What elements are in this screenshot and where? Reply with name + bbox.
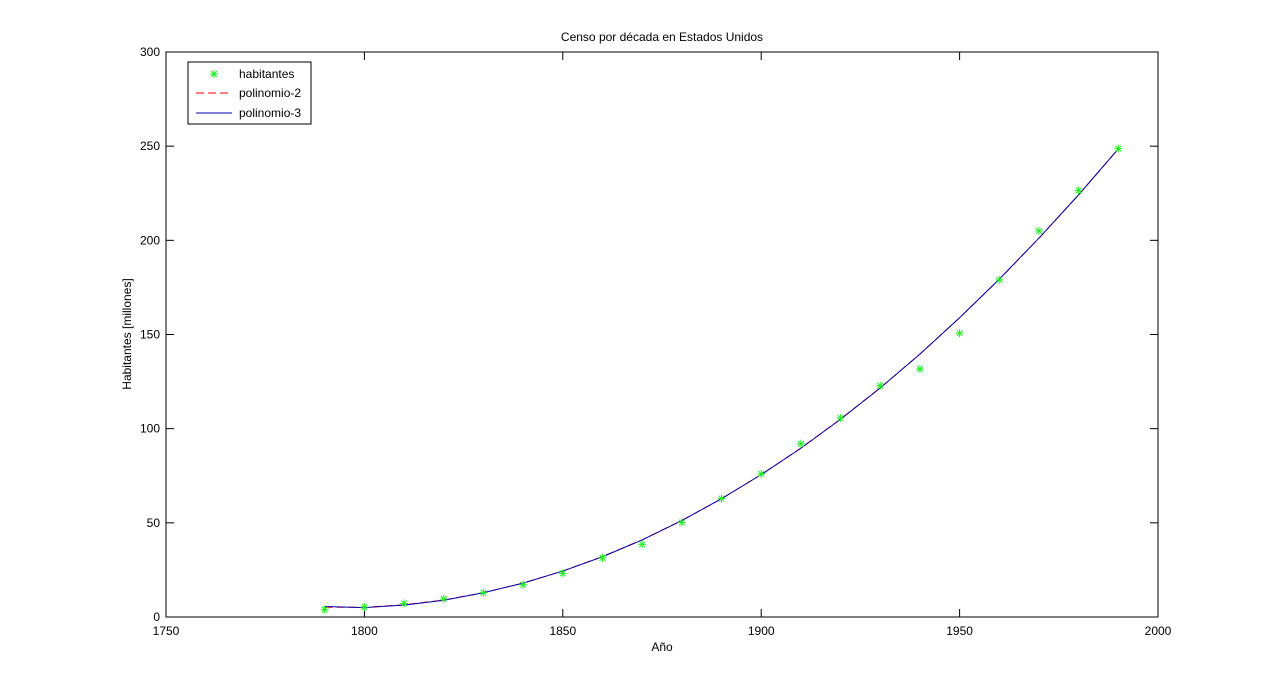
data-point-habitantes <box>876 381 885 390</box>
x-tick-label: 1850 <box>549 624 576 638</box>
y-tick-label: 200 <box>140 233 160 247</box>
x-axis-label: Año <box>651 640 673 654</box>
data-point-habitantes <box>519 580 528 589</box>
legend-marker-habitantes <box>210 70 218 78</box>
data-point-habitantes <box>400 599 409 608</box>
y-axis-label: Habitantes [millones] <box>120 278 134 389</box>
data-point-habitantes <box>1114 144 1123 153</box>
data-point-habitantes <box>677 518 686 527</box>
data-point-habitantes <box>717 494 726 503</box>
data-point-habitantes <box>955 329 964 338</box>
data-point-habitantes <box>836 413 845 422</box>
x-tick-label: 1950 <box>946 624 973 638</box>
legend-box <box>187 61 312 125</box>
data-point-habitantes <box>479 588 488 597</box>
data-point-habitantes <box>638 540 647 549</box>
data-point-habitantes <box>1074 186 1083 195</box>
data-point-habitantes <box>915 364 924 373</box>
x-tick-label: 2000 <box>1145 624 1172 638</box>
data-point-habitantes <box>360 603 369 612</box>
legend: habitantes polinomio-2 polinomio-3 <box>187 61 312 125</box>
y-tick-label: 250 <box>140 139 160 153</box>
data-point-habitantes <box>439 594 448 603</box>
series-layer <box>320 144 1123 614</box>
axes-layer: 1750 1800 1850 1900 1950 2000 0 50 100 150 200 250 3… <box>140 45 1172 638</box>
data-point-habitantes <box>598 553 607 562</box>
data-point-habitantes <box>320 605 329 614</box>
x-tick-label: 1750 <box>153 624 180 638</box>
y-tick-label: 100 <box>140 422 160 436</box>
plot-area <box>165 51 1159 618</box>
data-point-habitantes <box>796 439 805 448</box>
y-tick-label: 50 <box>147 516 161 530</box>
data-point-habitantes <box>1034 226 1043 235</box>
y-tick-label: 0 <box>153 610 160 624</box>
data-point-habitantes <box>558 569 567 578</box>
y-tick-label: 300 <box>140 45 160 59</box>
x-tick-label: 1900 <box>748 624 775 638</box>
legend-label-polinomio-3: polinomio-3 <box>239 106 301 120</box>
y-tick-label: 150 <box>140 328 160 342</box>
legend-label-habitantes: habitantes <box>239 67 294 81</box>
data-point-habitantes <box>995 275 1004 284</box>
legend-items: habitantes polinomio-2 polinomio-3 <box>196 67 301 120</box>
chart-title: Censo por década en Estados Unidos <box>561 30 763 44</box>
legend-label-polinomio-2: polinomio-2 <box>239 86 301 100</box>
data-point-habitantes <box>757 469 766 478</box>
x-tick-label: 1800 <box>351 624 378 638</box>
